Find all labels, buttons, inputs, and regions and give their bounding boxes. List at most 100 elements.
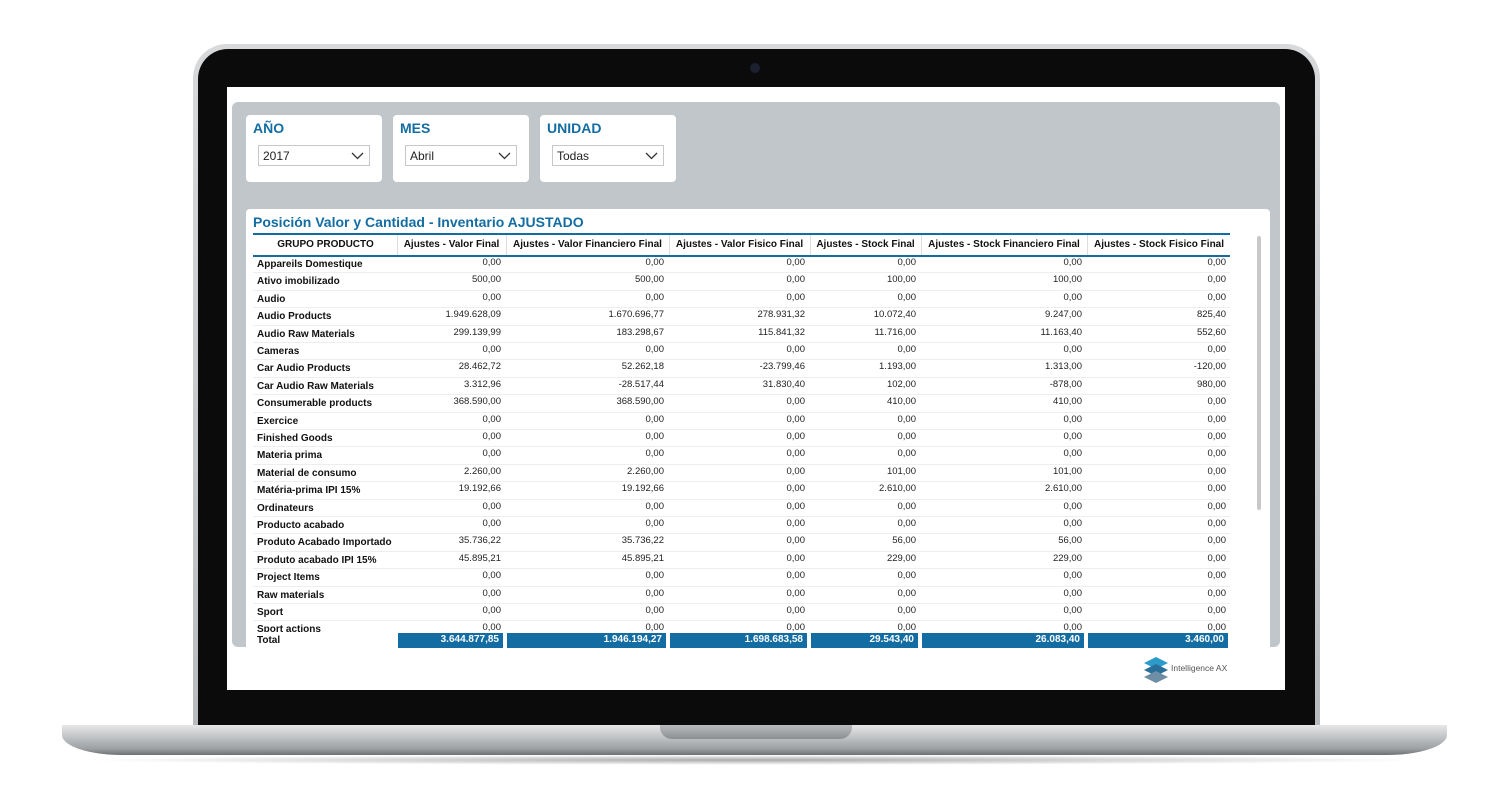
row-divider	[253, 498, 1230, 500]
logo: Intelligence AX	[1144, 657, 1228, 683]
row-divider	[253, 342, 1230, 343]
table-cell: 56,00	[1058, 535, 1082, 547]
table-cell: 0,00	[1063, 587, 1083, 599]
total-cell: 1.946.194,27	[507, 633, 666, 648]
table-cell: 0,00	[1207, 344, 1227, 355]
filter-value: Abril	[410, 149, 435, 163]
table-cell: 0,00	[786, 257, 806, 268]
table-cell: 45.895,21	[458, 552, 501, 564]
column-divider	[921, 235, 922, 255]
table-cell: 0,00	[786, 605, 806, 616]
table-body: Appareils Domestique 0,00 0,00 0,00 0,00 0,00…	[253, 256, 1230, 632]
row-label: Ativo imobilizado	[257, 276, 340, 288]
table-cell: 500,00	[471, 274, 501, 286]
row-label: Car Audio Raw Materials	[257, 380, 374, 392]
row-divider	[253, 359, 1230, 361]
header-rule	[253, 255, 1230, 257]
chevron	[351, 152, 364, 160]
table-cell: 0,00	[786, 587, 806, 599]
column-divider	[669, 235, 670, 255]
row-label: Audio Raw Materials	[257, 328, 355, 340]
table-cell: 0,00	[786, 465, 806, 477]
table-cell: 980,00	[1196, 378, 1226, 390]
filter-card: MES Abril	[393, 115, 529, 182]
table-cell: 0,00	[786, 483, 806, 495]
camera	[750, 63, 760, 73]
table-cell: 0,00	[482, 605, 502, 616]
column-divider	[810, 235, 811, 255]
table-cell: 0,00	[897, 448, 917, 460]
table-cell: 0,00	[645, 500, 665, 512]
row-divider	[253, 411, 1230, 413]
row-divider	[253, 446, 1230, 448]
table-cell: 0,00	[1207, 552, 1227, 564]
row-label: Appareils Domestique	[257, 259, 363, 270]
table-cell: 368.590,00	[616, 396, 664, 408]
table-cell: 0,00	[786, 518, 806, 529]
table-cell: 100,00	[886, 274, 916, 286]
table-cell: 0,00	[482, 500, 502, 512]
table-cell: 0,00	[786, 344, 806, 355]
column-header: Ajustes - Stock Final	[816, 239, 915, 250]
table-cell: -23.799,46	[759, 361, 805, 373]
row-divider	[253, 550, 1230, 552]
table-cell: 0,00	[482, 570, 502, 582]
row-label: Produto Acabado Importado	[257, 537, 392, 549]
filter-dropdown[interactable]: Abril	[405, 145, 517, 166]
table-cell: 0,00	[1063, 344, 1083, 355]
table-cell: 0,00	[786, 274, 806, 286]
table-cell: 299.139,99	[453, 326, 501, 338]
table-cell: 0,00	[1063, 622, 1083, 632]
table-cell: 19.192,66	[621, 483, 664, 495]
table-cell: 0,00	[786, 622, 806, 632]
filter-dropdown[interactable]: 2017	[258, 145, 370, 166]
table-cell: 0,00	[645, 448, 665, 460]
table-cell: 115.841,32	[758, 326, 805, 338]
column-header: GRUPO PRODUCTO	[277, 239, 374, 250]
table-cell: 0,00	[645, 518, 665, 529]
table-cell: 0,00	[645, 344, 665, 355]
chevron	[498, 152, 511, 160]
table-cell: 10.072,40	[873, 309, 916, 321]
row-divider	[253, 289, 1230, 291]
column-divider	[397, 235, 398, 255]
row-label: Consumerable products	[257, 398, 373, 410]
table-cell: 0,00	[897, 344, 917, 355]
logo-icon	[1144, 657, 1168, 683]
row-label: Produto acabado IPI 15%	[257, 554, 377, 566]
filter-label: MES	[400, 120, 431, 136]
table-cell: 0,00	[786, 396, 806, 408]
total-label: Total	[257, 635, 281, 646]
table-cell: 0,00	[482, 413, 502, 425]
table-cell: 0,00	[1207, 465, 1227, 477]
table-cell: 0,00	[482, 448, 502, 460]
row-label: Finished Goods	[257, 433, 333, 444]
table-cell: 0,00	[645, 291, 665, 303]
table-cell: 500,00	[634, 274, 664, 286]
table-cell: 1.670.696,77	[608, 309, 664, 321]
table-cell: 0,00	[1207, 448, 1227, 460]
screen: Posición Valor y Cantidad - Inventario A…	[227, 87, 1285, 690]
table-cell: 0,00	[1207, 500, 1227, 512]
table-cell: 0,00	[786, 448, 806, 460]
table-cell: 11.716,00	[874, 326, 916, 338]
table-cell: 35.736,22	[458, 535, 501, 547]
table-cell: 0,00	[1207, 587, 1227, 599]
logo-text: Intelligence AX	[1171, 663, 1228, 673]
row-label: Materia prima	[257, 450, 323, 462]
filter-dropdown[interactable]: Todas	[552, 145, 664, 166]
table-cell: 0,00	[645, 431, 665, 442]
table-cell: 35.736,22	[621, 535, 664, 547]
chevron	[645, 152, 658, 160]
table-cell: 0,00	[1207, 483, 1227, 495]
filter-card: UNIDAD Todas	[540, 115, 676, 182]
row-label: Material de consumo	[257, 467, 357, 479]
row-divider	[253, 620, 1230, 622]
table-cell: 101,00	[886, 465, 916, 477]
table-cell: 2.610,00	[1045, 483, 1082, 495]
scrollbar[interactable]	[1257, 236, 1261, 510]
table-cell: 2.260,00	[627, 465, 664, 477]
table-cell: 2.610,00	[879, 483, 916, 495]
table-cell: 0,00	[786, 500, 806, 512]
